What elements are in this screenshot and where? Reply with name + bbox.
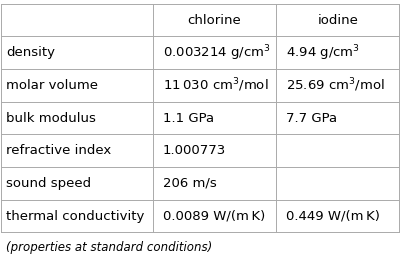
Text: 0.0089 W/(m K): 0.0089 W/(m K): [163, 210, 265, 223]
Text: 1.1 GPa: 1.1 GPa: [163, 112, 214, 125]
Text: refractive index: refractive index: [6, 144, 111, 157]
Text: sound speed: sound speed: [6, 177, 91, 190]
Text: 1.000773: 1.000773: [163, 144, 226, 157]
Text: 7.7 GPa: 7.7 GPa: [286, 112, 337, 125]
Text: thermal conductivity: thermal conductivity: [6, 210, 144, 223]
Text: molar volume: molar volume: [6, 79, 98, 92]
Text: iodine: iodine: [318, 14, 358, 27]
Text: 11 030 cm$^3$/mol: 11 030 cm$^3$/mol: [163, 77, 268, 94]
Text: (properties at standard conditions): (properties at standard conditions): [6, 241, 212, 254]
Text: density: density: [6, 46, 55, 59]
Text: 206 m/s: 206 m/s: [163, 177, 216, 190]
Text: 4.94 g/cm$^3$: 4.94 g/cm$^3$: [286, 43, 360, 62]
Text: 0.449 W/(m K): 0.449 W/(m K): [286, 210, 380, 223]
Text: 25.69 cm$^3$/mol: 25.69 cm$^3$/mol: [286, 77, 385, 94]
Text: chlorine: chlorine: [187, 14, 241, 27]
Text: 0.003214 g/cm$^3$: 0.003214 g/cm$^3$: [163, 43, 270, 62]
Text: bulk modulus: bulk modulus: [6, 112, 96, 125]
